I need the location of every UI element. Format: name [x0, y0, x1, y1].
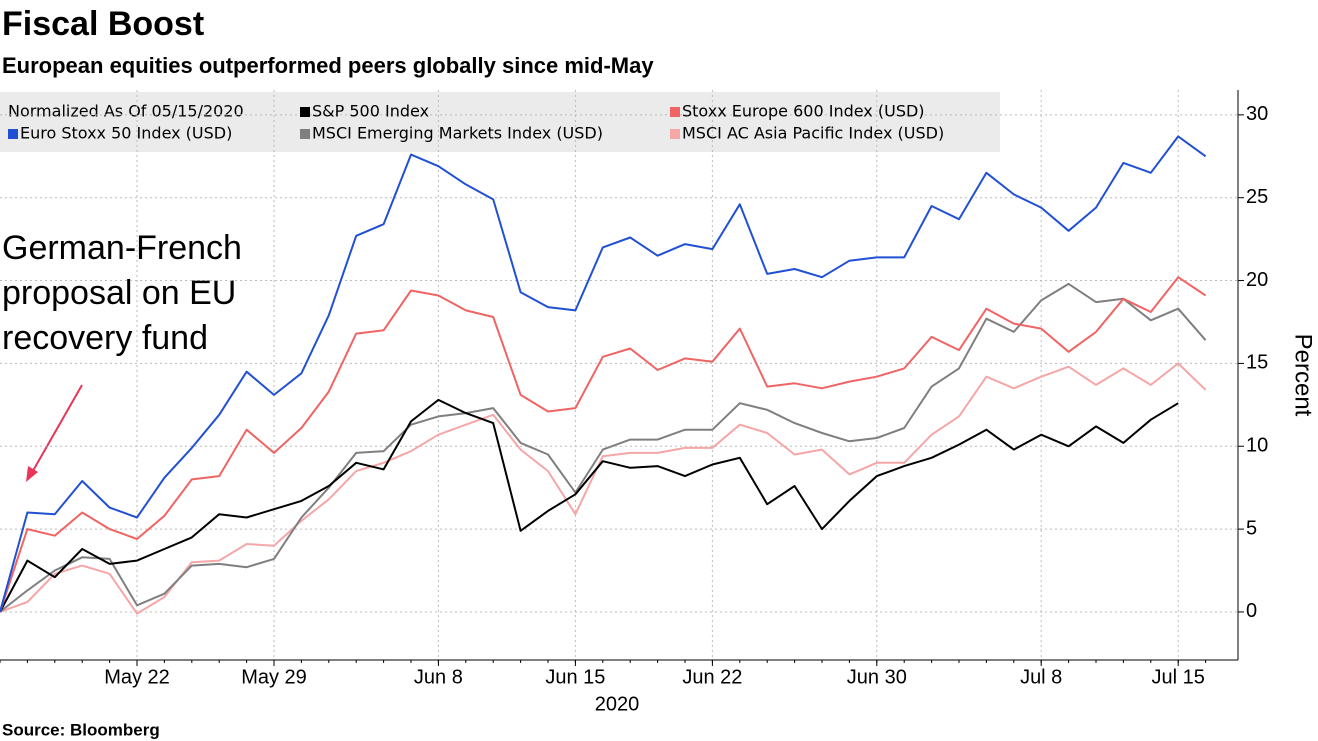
y-tick-label: 25 — [1246, 186, 1268, 208]
y-tick-label: 0 — [1246, 600, 1257, 622]
x-tick-label: Jun 22 — [682, 666, 742, 688]
legend-title: Normalized As Of 05/15/2020 — [8, 102, 244, 121]
legend-swatch — [300, 107, 310, 117]
x-tick-label: Jun 8 — [414, 666, 463, 688]
x-tick-label: Jun 15 — [545, 666, 605, 688]
y-tick-label: 5 — [1246, 517, 1257, 539]
y-tick-label: 30 — [1246, 103, 1268, 125]
annotation-text: German-French proposal on EU recovery fund — [2, 229, 242, 357]
series-line — [0, 282, 1207, 613]
legend-swatch — [300, 129, 310, 139]
series-line — [0, 276, 1207, 613]
annotation-arrowhead — [26, 466, 38, 482]
legend-label: MSCI AC Asia Pacific Index (USD) — [682, 124, 944, 143]
x-tick-label: May 29 — [241, 666, 307, 688]
legend-label: MSCI Emerging Markets Index (USD) — [312, 124, 603, 143]
legend-label: Euro Stoxx 50 Index (USD) — [20, 124, 232, 143]
legend-box — [0, 92, 1000, 152]
legend-label: S&P 500 Index — [312, 102, 429, 121]
y-tick-label: 10 — [1246, 435, 1268, 457]
x-tick-label: Jul 15 — [1152, 666, 1205, 688]
chart-title: Fiscal Boost — [2, 5, 204, 43]
x-tick-label: Jun 30 — [847, 666, 907, 688]
legend-swatch — [670, 107, 680, 117]
legend-swatch — [8, 129, 18, 139]
y-axis-label: Percent — [1290, 334, 1317, 417]
source: Source: Bloomberg — [2, 720, 160, 739]
y-tick-label: 15 — [1246, 352, 1268, 374]
legend-swatch — [670, 129, 680, 139]
x-tick-label: Jul 8 — [1020, 666, 1062, 688]
annotation-arrow — [29, 384, 83, 477]
series-line — [0, 362, 1207, 615]
series-line — [0, 135, 1207, 613]
annotation: German-French proposal on EU recovery fund — [2, 229, 242, 357]
x-axis-label: 2020 — [595, 693, 640, 715]
y-tick-label: 20 — [1246, 269, 1268, 291]
series-line — [0, 398, 1179, 613]
chart-subtitle: European equities outperformed peers glo… — [2, 53, 654, 78]
legend-label: Stoxx Europe 600 Index (USD) — [682, 102, 925, 121]
x-tick-label: May 22 — [104, 666, 170, 688]
